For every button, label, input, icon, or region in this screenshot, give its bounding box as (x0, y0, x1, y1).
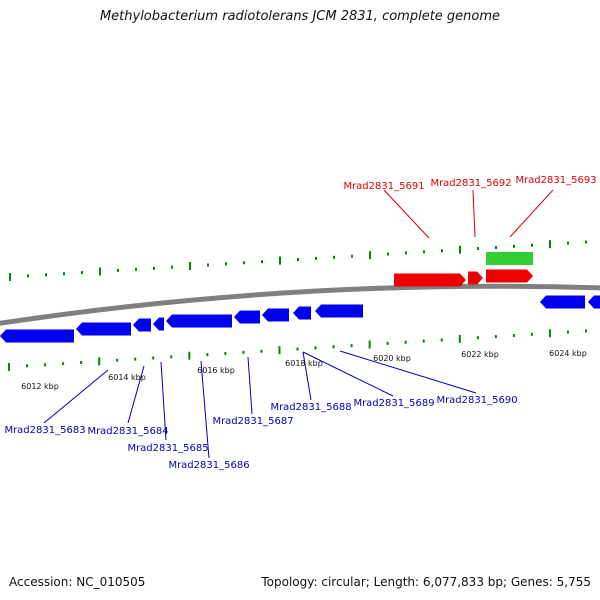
reverse-gene-label: Mrad2831_5688 (270, 402, 351, 413)
map-title: Methylobacterium radiotolerans JCM 2831,… (99, 9, 501, 24)
reverse-gene (153, 317, 164, 331)
reverse-gene (315, 304, 363, 318)
forward-gene (468, 271, 483, 285)
forward-gene-label: Mrad2831_5693 (515, 175, 596, 186)
reverse-gene (588, 295, 600, 309)
reverse-gene (293, 306, 311, 320)
outer-tick-track (9, 240, 587, 281)
genome-summary: Topology: circular; Length: 6,077,833 bp… (261, 575, 591, 589)
reverse-gene (262, 308, 289, 322)
forward-label-connector (383, 189, 430, 239)
reverse-gene (0, 329, 74, 343)
scale-label: 6024 kbp (549, 349, 587, 358)
gene-labels: Mrad2831_5691 Mrad2831_5692 Mrad2831_5693 M… (4, 175, 596, 471)
reverse-gene-label: Mrad2831_5685 (127, 443, 208, 454)
forward-gene-label: Mrad2831_5691 (343, 181, 424, 192)
rna-gene (486, 252, 533, 265)
forward-gene (394, 273, 466, 287)
scale-label: 6018 kbp (285, 359, 323, 368)
reverse-gene-label: Mrad2831_5689 (353, 398, 434, 409)
forward-gene-label: Mrad2831_5692 (430, 178, 511, 189)
reverse-gene (540, 295, 585, 309)
reverse-gene (133, 318, 151, 332)
label-connectors (43, 189, 554, 459)
reverse-label-connector (302, 351, 394, 397)
scale-label: 6022 kbp (461, 350, 499, 359)
accession-label: Accession: NC_010505 (9, 575, 146, 589)
reverse-label-connector (302, 351, 312, 401)
genome-backbone (0, 283, 600, 326)
reverse-label-connector (127, 365, 145, 424)
scale-labels: 6012 kbp 6014 kbp 6016 kbp 6018 kbp 6020 kbp… (21, 349, 587, 391)
reverse-label-connector (247, 356, 253, 415)
reverse-gene-label: Mrad2831_5686 (168, 460, 249, 471)
reverse-gene (234, 310, 260, 324)
reverse-gene (76, 322, 131, 336)
forward-label-connector (509, 189, 554, 238)
scale-label: 6012 kbp (21, 382, 59, 391)
forward-gene (486, 269, 533, 283)
inner-tick-track (8, 329, 587, 371)
reverse-label-connector (43, 369, 109, 424)
reverse-gene (166, 314, 232, 328)
reverse-label-connector (339, 350, 477, 394)
reverse-gene-label: Mrad2831_5683 (4, 425, 85, 436)
reverse-label-connector (200, 360, 210, 459)
reverse-gene-label: Mrad2831_5690 (436, 395, 517, 406)
scale-label: 6016 kbp (197, 366, 235, 375)
reverse-gene-label: Mrad2831_5687 (212, 416, 293, 427)
scale-label: 6014 kbp (108, 373, 146, 382)
gene-track (0, 252, 600, 343)
reverse-gene-label: Mrad2831_5684 (87, 426, 168, 437)
scale-label: 6020 kbp (373, 354, 411, 363)
reverse-label-connector (160, 361, 167, 441)
forward-label-connector (472, 189, 476, 238)
